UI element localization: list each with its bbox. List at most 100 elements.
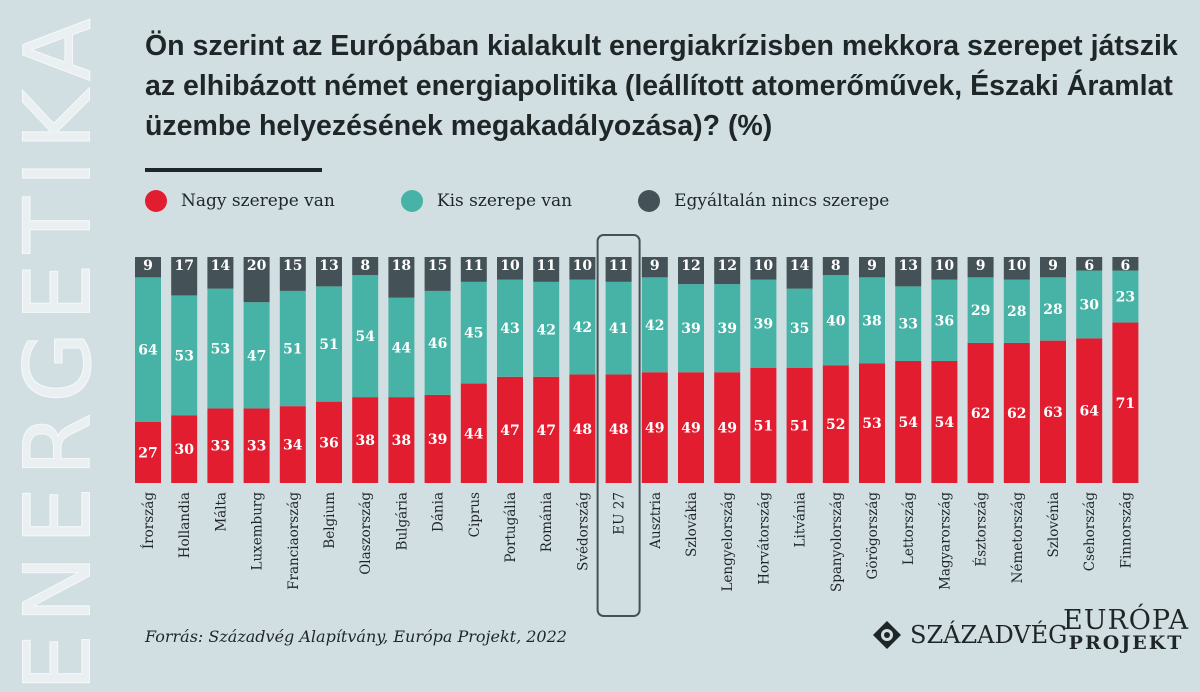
bar-segment — [931, 279, 958, 361]
data-label: 10 — [500, 258, 520, 274]
category-label: Svédország — [575, 492, 591, 571]
data-label: 10 — [754, 258, 774, 274]
data-label: 35 — [790, 321, 809, 337]
data-label: 12 — [681, 258, 700, 274]
bar-segment — [135, 421, 161, 483]
bar-segment — [714, 284, 741, 373]
data-label: 42 — [573, 320, 592, 336]
category-label: Olaszország — [358, 492, 374, 575]
category-label: Magyarország — [937, 492, 953, 590]
data-label: 10 — [1007, 258, 1027, 274]
bar-segment — [1040, 340, 1066, 483]
legend-item-kis: Kis szerepe van — [400, 190, 572, 212]
data-label: 41 — [609, 321, 628, 337]
highlight-box — [596, 234, 641, 617]
data-label: 33 — [247, 439, 266, 455]
bar-segment — [1076, 338, 1103, 483]
data-label: 47 — [247, 348, 266, 364]
category-label: Litvánia — [793, 492, 809, 547]
data-label: 45 — [464, 326, 483, 342]
category-label: Portugália — [503, 492, 519, 563]
data-label: 63 — [1043, 405, 1062, 421]
data-label: 54 — [898, 415, 918, 431]
bar-segment — [569, 374, 596, 483]
bar-segment — [207, 257, 234, 289]
data-label: 51 — [790, 418, 809, 434]
bar-segment — [641, 277, 668, 373]
data-label: 44 — [392, 340, 412, 356]
data-label: 20 — [247, 258, 267, 274]
bar-segment — [279, 406, 306, 483]
bar-segment — [279, 257, 306, 291]
bar-segment — [135, 257, 161, 278]
bar-segment — [424, 290, 451, 395]
data-label: 10 — [935, 258, 955, 274]
bar-segment — [1112, 322, 1139, 483]
data-label: 28 — [1043, 302, 1062, 318]
legend-label: Egyáltalán nincs szerepe — [674, 191, 890, 211]
bar-segment — [243, 302, 270, 409]
data-label: 18 — [392, 258, 411, 274]
data-label: 13 — [319, 258, 338, 274]
data-label: 33 — [898, 317, 917, 333]
diamond-emblem-icon — [873, 621, 901, 649]
data-label: 53 — [174, 348, 193, 364]
data-label: 52 — [826, 417, 845, 433]
data-label: 53 — [862, 416, 881, 432]
bar-segment — [171, 295, 198, 416]
bar-segment — [678, 284, 704, 373]
bar-segment — [967, 257, 994, 278]
data-label: 6 — [1121, 258, 1131, 274]
data-label: 51 — [754, 418, 773, 434]
bar-segment — [316, 257, 342, 287]
data-label: 27 — [138, 445, 157, 461]
bar-segment — [171, 257, 198, 296]
legend-swatch — [638, 190, 661, 212]
data-label: 11 — [464, 258, 483, 274]
data-label: 49 — [645, 421, 664, 437]
data-label: 34 — [283, 438, 303, 454]
data-label: 47 — [536, 423, 555, 439]
data-label: 9 — [976, 258, 986, 274]
data-label: 29 — [971, 303, 990, 319]
bar-segment — [388, 397, 415, 483]
bar-segment — [859, 257, 885, 278]
bar-segment — [895, 257, 922, 287]
europa-logo-text: EURÓPA — [1063, 605, 1190, 636]
szazadveg-logo-text: SZÁZADVÉG — [910, 621, 1068, 649]
data-label: 15 — [283, 258, 302, 274]
category-label: EU 27 — [612, 492, 628, 535]
bar-segment — [388, 297, 415, 398]
data-label: 39 — [428, 432, 447, 448]
data-label: 36 — [935, 313, 954, 329]
data-label: 42 — [536, 322, 555, 338]
stacked-bar-chart: 27649Írország305317Hollandia335314Málta3… — [135, 234, 1139, 617]
bar-segment — [1112, 257, 1139, 271]
data-label: 14 — [790, 258, 810, 274]
category-label: Németország — [1010, 492, 1026, 584]
legend: Nagy szerepe van Kis szerepe van Egyálta… — [145, 190, 955, 212]
bar-segment — [641, 257, 668, 278]
data-label: 17 — [174, 258, 193, 274]
category-label: Belgium — [322, 492, 338, 549]
data-label: 9 — [867, 258, 877, 274]
bar-segment — [786, 367, 813, 483]
bar-segment — [714, 372, 741, 483]
data-label: 54 — [355, 329, 375, 345]
bar-segment — [424, 257, 451, 291]
bar-segment — [822, 275, 849, 366]
data-label: 38 — [392, 433, 411, 449]
category-label: Bulgária — [394, 492, 410, 550]
bar-segment — [388, 257, 415, 298]
bar-segment — [497, 376, 523, 483]
bar-segment — [352, 397, 379, 483]
legend-label: Nagy szerepe van — [181, 191, 335, 211]
bar-segment — [279, 290, 306, 407]
bar-segment — [207, 288, 234, 409]
bar-segment — [497, 257, 523, 280]
bar-segment — [1076, 257, 1103, 271]
bar-segment — [678, 372, 704, 483]
data-label: 62 — [971, 406, 990, 422]
category-label: Szlovénia — [1046, 492, 1062, 557]
data-label: 62 — [1007, 406, 1026, 422]
